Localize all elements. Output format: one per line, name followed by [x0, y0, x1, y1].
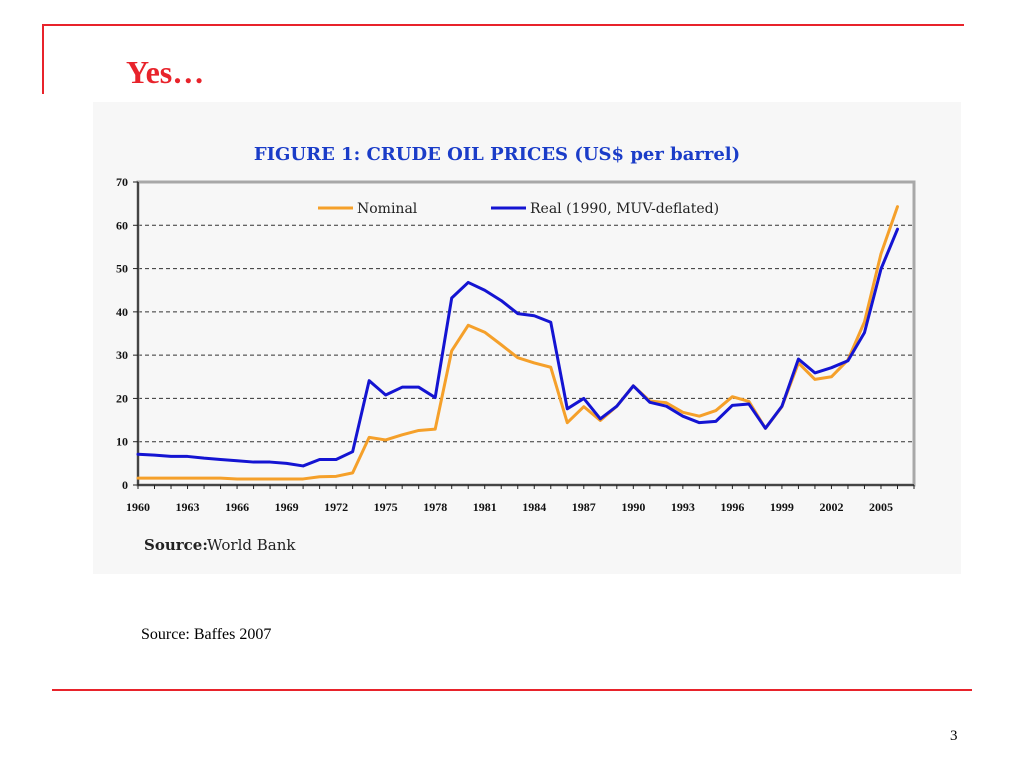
y-tick-label: 40	[116, 305, 128, 319]
x-tick-label: 1978	[423, 500, 447, 514]
x-tick-label: 1960	[126, 500, 150, 514]
legend: Nominal Real (1990, MUV-deflated)	[318, 201, 719, 217]
figure-source-value: World Bank	[207, 536, 296, 554]
y-tick-label: 50	[116, 262, 128, 276]
x-tick-label: 1999	[770, 500, 794, 514]
slide-title: Yes…	[126, 54, 205, 90]
y-axis-ticks: 0 10 20 30 40 50 60 70	[116, 175, 138, 492]
x-tick-label: 1966	[225, 500, 249, 514]
y-tick-label: 20	[116, 391, 128, 405]
x-tick-label: 1963	[176, 500, 200, 514]
x-tick-label: 1987	[572, 500, 596, 514]
x-tick-label: 1981	[473, 500, 497, 514]
page-number: 3	[950, 728, 958, 744]
figure-source-label: Source:	[144, 536, 208, 554]
legend-label-nominal: Nominal	[357, 201, 418, 217]
x-tick-label: 1972	[324, 500, 348, 514]
header-rule	[42, 24, 964, 26]
y-tick-label: 0	[122, 478, 128, 492]
y-tick-label: 70	[116, 175, 128, 189]
series-lines	[136, 205, 899, 481]
y-tick-label: 60	[116, 218, 128, 232]
crude-oil-price-chart: FIGURE 1: CRUDE OIL PRICES (US$ per barr…	[116, 144, 916, 554]
x-tick-label: 2002	[819, 500, 843, 514]
x-tick-label: 1975	[374, 500, 398, 514]
x-tick-label: 1993	[671, 500, 695, 514]
source-caption: Source: Baffes 2007	[141, 626, 272, 643]
y-tick-label: 10	[116, 435, 128, 449]
y-tick-label: 30	[116, 348, 128, 362]
figure-title: FIGURE 1: CRUDE OIL PRICES (US$ per barr…	[254, 144, 740, 165]
footer-rule	[52, 689, 972, 691]
legend-label-real: Real (1990, MUV-deflated)	[530, 201, 719, 217]
gridlines	[138, 224, 914, 443]
series-line-nominal	[136, 205, 899, 481]
plot-frame	[136, 180, 916, 487]
header-side-rule	[42, 24, 44, 94]
x-tick-label: 1984	[522, 500, 546, 514]
x-tick-label: 2005	[869, 500, 893, 514]
chart-panel: FIGURE 1: CRUDE OIL PRICES (US$ per barr…	[93, 102, 961, 574]
x-axis-ticks: 1960 1963 1966 1969 1972 1975 1978 1981 1984 1987…	[126, 485, 915, 514]
x-tick-label: 1969	[275, 500, 299, 514]
x-tick-label: 1990	[621, 500, 645, 514]
x-tick-label: 1996	[720, 500, 744, 514]
series-line-real	[136, 227, 899, 468]
